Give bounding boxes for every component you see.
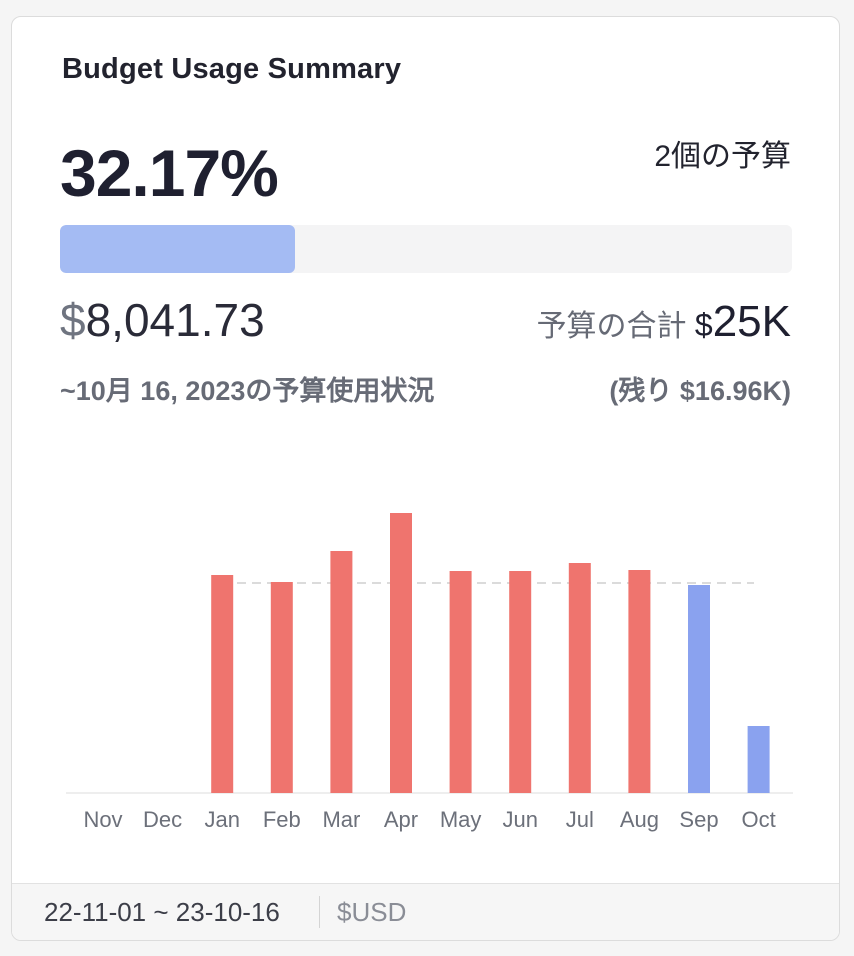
x-tick-label: Jul xyxy=(566,807,594,832)
budget-total-value: 25K xyxy=(712,297,791,346)
date-range: 22-11-01 ~ 23-10-16 xyxy=(44,897,280,927)
budget-total-label: 予算の合計 xyxy=(536,310,687,343)
x-tick-label: Apr xyxy=(384,807,418,832)
x-tick-label: Mar xyxy=(322,807,360,832)
x-tick-label: Dec xyxy=(143,807,182,832)
bar-oct[interactable] xyxy=(747,726,770,793)
bar-apr[interactable] xyxy=(390,513,412,793)
bar-jul[interactable] xyxy=(568,563,591,793)
used-currency: $ xyxy=(60,294,86,346)
remaining-budget: (残り $16.96K) xyxy=(609,376,791,406)
x-tick-label: Nov xyxy=(83,807,122,832)
usage-progress-bar xyxy=(60,225,792,273)
x-tick-label: May xyxy=(440,807,482,832)
x-tick-label: Feb xyxy=(263,807,301,832)
footer-divider xyxy=(319,896,320,928)
as-of-date: ~10月 16, 2023の予算使用状況 xyxy=(60,376,435,406)
usage-percent: 32.17% xyxy=(60,136,279,210)
budget-usage-card: Budget Usage Summary 32.17% 2個の予算 $8,041… xyxy=(11,16,840,941)
bar-jan[interactable] xyxy=(211,575,234,793)
used-amount-value: 8,041.73 xyxy=(85,294,265,346)
bar-feb[interactable] xyxy=(270,582,293,793)
bar-jun[interactable] xyxy=(509,571,532,793)
x-tick-label: Aug xyxy=(620,807,659,832)
used-amount: $8,041.73 xyxy=(60,293,265,347)
x-tick-label: Oct xyxy=(741,807,775,832)
budget-count: 2個の予算 xyxy=(654,140,791,173)
total-currency: $ xyxy=(694,307,713,343)
bar-aug[interactable] xyxy=(628,570,651,793)
x-tick-label: Sep xyxy=(679,807,718,832)
card-footer: 22-11-01 ~ 23-10-16 $USD xyxy=(12,883,839,940)
monthly-usage-chart: Nov Dec Jan Feb Mar Apr May Jun Jul Aug Sep Oct xyxy=(66,513,793,832)
budget-total: 予算の合計 $25K xyxy=(537,297,791,347)
usage-progress-fill xyxy=(60,225,296,273)
card-title: Budget Usage Summary xyxy=(62,53,402,85)
x-tick-label: Jan xyxy=(204,807,239,832)
bar-may[interactable] xyxy=(449,571,472,793)
bar-sep[interactable] xyxy=(688,585,710,793)
x-tick-label: Jun xyxy=(502,807,537,832)
currency-code: $USD xyxy=(337,897,407,927)
bar-mar[interactable] xyxy=(330,551,353,793)
